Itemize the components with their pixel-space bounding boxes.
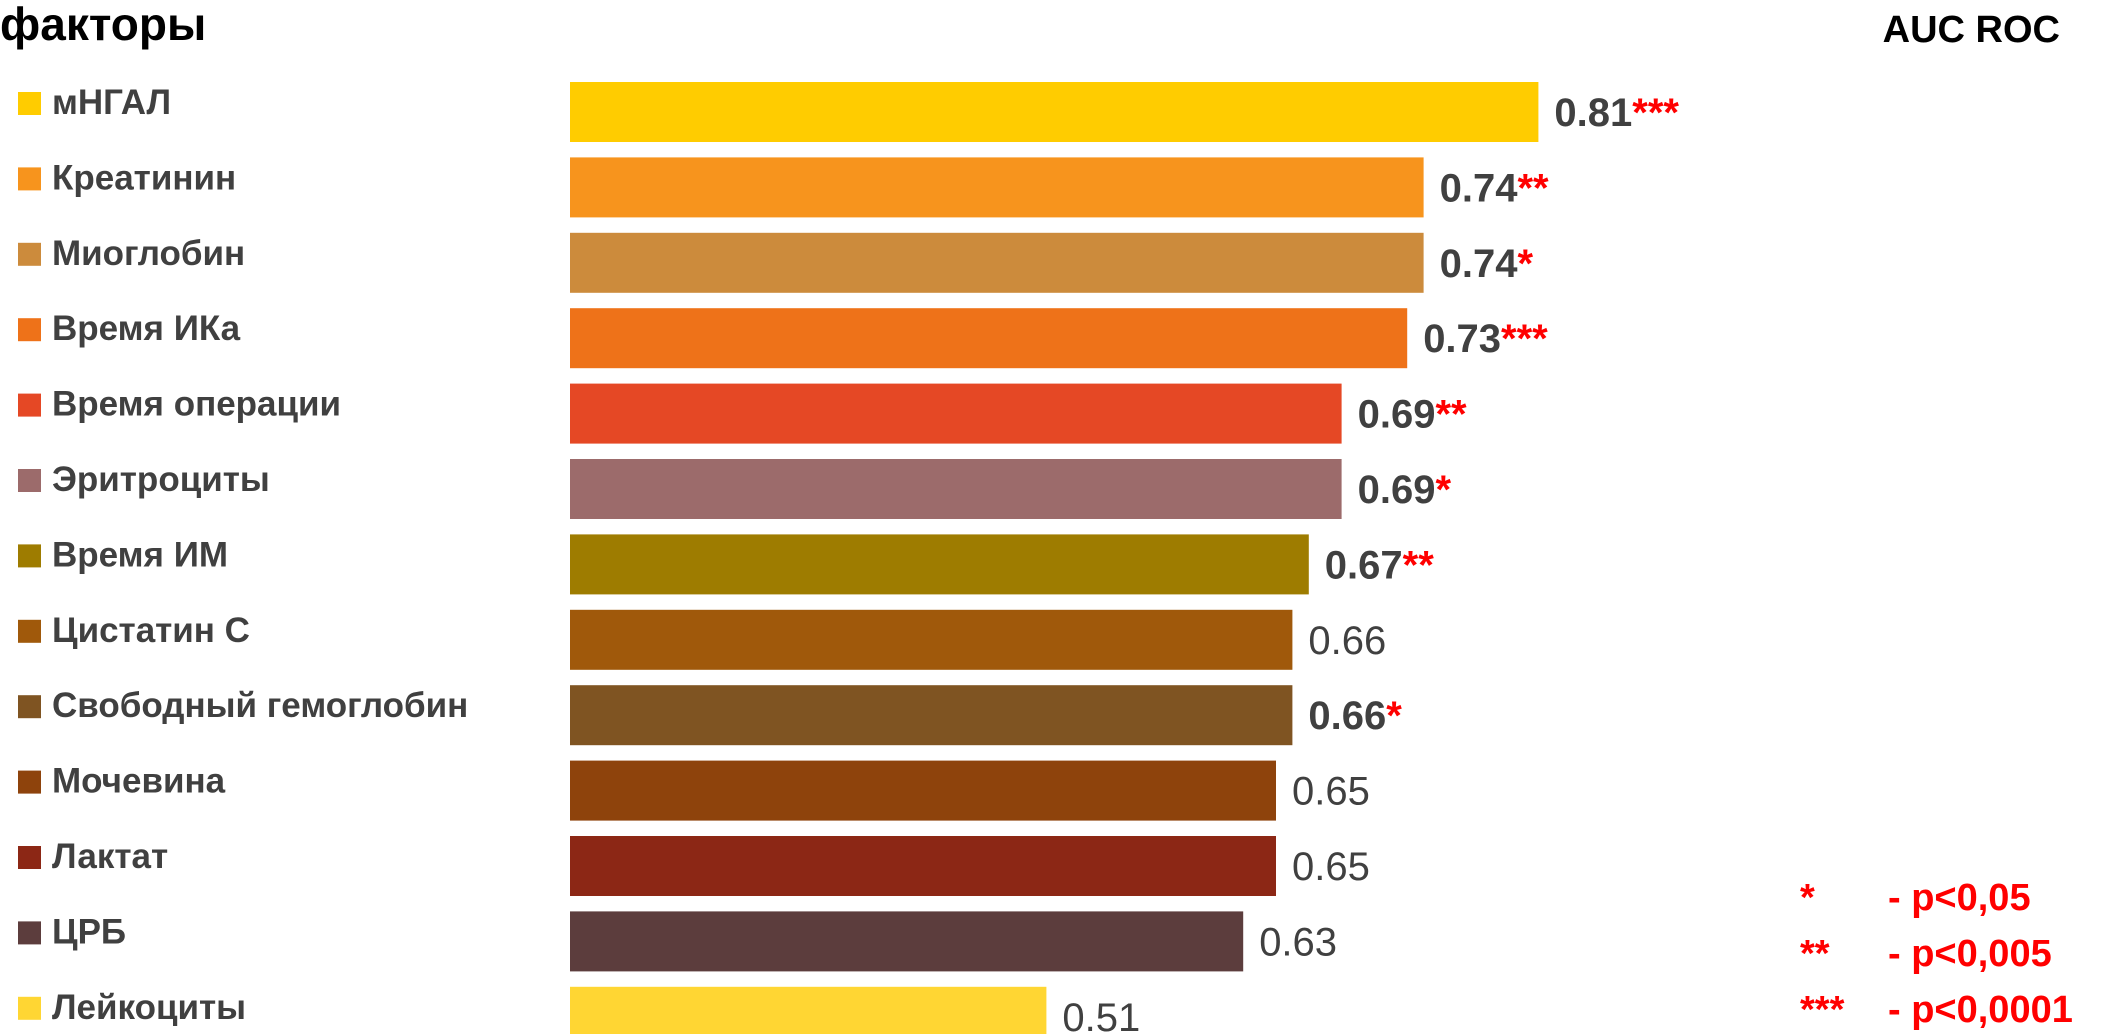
category-label: Лейкоциты — [52, 988, 246, 1027]
bar — [570, 986, 1047, 1034]
bar-row: Время ИКа 0.73*** — [18, 308, 1548, 369]
legend-swatch — [18, 544, 41, 568]
category-label: Цистатин С — [52, 611, 250, 650]
bar-row: Время операции 0.69** — [18, 383, 1467, 444]
legend-swatch — [18, 318, 41, 342]
bar — [570, 534, 1309, 595]
value-header: AUC ROC — [1883, 9, 2060, 51]
legend-entry: *** - p<0,0001 — [1800, 989, 2073, 1031]
category-label: Эритроциты — [52, 460, 270, 499]
category-label: Свободный гемоглобин — [52, 686, 468, 725]
category-label: Миоглобин — [52, 234, 245, 273]
legend-symbol: *** — [1800, 989, 1845, 1031]
category-header: факторы — [0, 0, 206, 50]
bar-row: Цистатин С 0.66 — [18, 609, 1386, 670]
bar-rows: мНГАЛ 0.81***Креатинин 0.74**Миоглобин 0.74… — [18, 82, 1679, 1034]
bar — [570, 82, 1539, 142]
significance-mark: * — [1386, 694, 1402, 738]
category-label: Время ИКа — [52, 309, 241, 348]
category-label: Мочевина — [52, 762, 226, 801]
data-label: 0.69** — [1358, 393, 1467, 437]
legend-swatch — [18, 996, 41, 1020]
significance-mark: * — [1435, 468, 1451, 512]
bar-row: Лактат 0.65 — [18, 836, 1370, 896]
significance-mark: * — [1517, 242, 1533, 286]
data-label: 0.69* — [1358, 468, 1452, 512]
legend-swatch — [18, 695, 41, 719]
legend-swatch — [18, 770, 41, 794]
data-label: 0.65 — [1292, 770, 1370, 814]
significance-legend: * - p<0,05 ** - p<0,005 *** - p<0,0001 — [1800, 877, 2073, 1031]
legend-symbol: ** — [1800, 933, 1830, 975]
data-label: 0.65 — [1292, 845, 1370, 889]
legend-text: - p<0,005 — [1888, 933, 2052, 975]
bar-row: Креатинин 0.74** — [18, 157, 1549, 218]
legend-swatch — [18, 393, 41, 417]
bar — [570, 609, 1293, 670]
significance-mark: *** — [1501, 317, 1548, 361]
bar — [570, 383, 1342, 444]
bar — [570, 232, 1424, 293]
bar — [570, 308, 1408, 369]
category-label: Креатинин — [52, 158, 236, 197]
legend-entry: ** - p<0,005 — [1800, 933, 2052, 975]
bar-row: мНГАЛ 0.81*** — [18, 82, 1679, 142]
legend-swatch — [18, 92, 41, 115]
significance-mark: ** — [1435, 393, 1467, 437]
bar — [570, 157, 1424, 218]
significance-mark: ** — [1517, 166, 1549, 210]
bar-row: Свободный гемоглобин 0.66* — [18, 685, 1402, 746]
legend-swatch — [18, 242, 41, 266]
bar — [570, 760, 1276, 821]
legend-swatch — [18, 469, 41, 492]
legend-swatch — [18, 167, 41, 191]
category-label: ЦРБ — [52, 912, 126, 951]
category-label: мНГАЛ — [52, 83, 171, 122]
category-label: Время операции — [52, 385, 341, 424]
data-label: 0.66* — [1308, 694, 1402, 738]
data-label: 0.51 — [1062, 996, 1140, 1034]
bar-row: Время ИМ 0.67** — [18, 534, 1434, 595]
data-label: 0.74** — [1440, 166, 1549, 210]
data-label: 0.67** — [1325, 543, 1434, 587]
legend-entry: * - p<0,05 — [1800, 877, 2031, 919]
bar-row: Лейкоциты 0.51 — [18, 986, 1140, 1034]
legend-symbol: * — [1800, 877, 1815, 919]
significance-mark: ** — [1403, 543, 1435, 587]
bar — [570, 685, 1293, 746]
legend-swatch — [18, 846, 41, 869]
category-label: Лактат — [52, 837, 168, 876]
data-label: 0.63 — [1259, 920, 1337, 964]
bar — [570, 911, 1244, 972]
bar-row: Миоглобин 0.74* — [18, 232, 1534, 293]
legend-swatch — [18, 619, 41, 643]
data-label: 0.73*** — [1423, 317, 1548, 361]
legend-text: - p<0,05 — [1888, 877, 2031, 919]
data-label: 0.81*** — [1554, 91, 1679, 135]
bar-row: ЦРБ 0.63 — [18, 911, 1337, 972]
category-label: Время ИМ — [52, 535, 228, 574]
data-label: 0.66 — [1308, 619, 1386, 663]
bar — [570, 836, 1276, 896]
significance-mark: *** — [1632, 91, 1679, 135]
bar — [570, 459, 1342, 519]
bar-row: Эритроциты 0.69* — [18, 459, 1451, 519]
legend-text: - p<0,0001 — [1888, 989, 2073, 1031]
legend-swatch — [18, 921, 41, 945]
bar-row: Мочевина 0.65 — [18, 760, 1370, 821]
data-label: 0.74* — [1440, 242, 1534, 286]
